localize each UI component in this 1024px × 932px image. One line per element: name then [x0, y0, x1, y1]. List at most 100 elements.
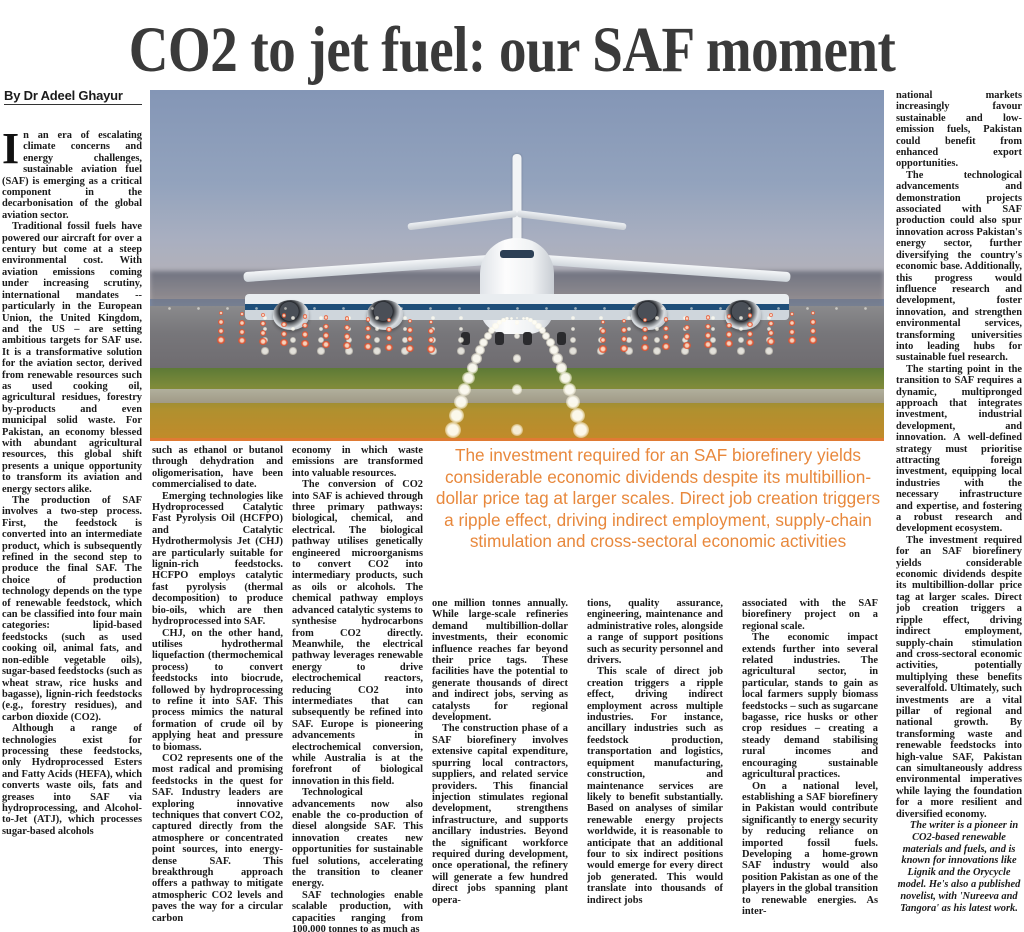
runway-edge-light [218, 310, 224, 316]
runway-edge-light [642, 326, 648, 332]
paragraph: Traditional fossil fuels have powered ou… [2, 221, 142, 495]
approach-light [453, 394, 468, 410]
approach-light [483, 331, 492, 340]
approach-light [431, 316, 435, 320]
runway-edge-light [260, 312, 266, 318]
approach-light [318, 337, 324, 343]
runway-edge-light [788, 328, 796, 336]
runway-edge-light [662, 334, 670, 341]
runway-edge-light [260, 321, 266, 327]
runway-edge-light [768, 321, 774, 327]
approach-light [570, 326, 576, 332]
approach-light [458, 337, 464, 343]
approach-light [317, 347, 325, 355]
runway-edge-light [620, 344, 628, 352]
paragraph: The construction phase of a SAF biorefin… [432, 723, 568, 906]
approach-light [488, 326, 496, 335]
paragraph: CO2 represents one of the most radical a… [152, 752, 283, 924]
approach-light [573, 306, 577, 310]
paragraph: national markets increasingly favour sus… [896, 90, 1022, 170]
approach-light [345, 347, 353, 355]
runway-edge-light [810, 310, 816, 316]
runway-edge-light [343, 333, 351, 340]
paragraph: such as ethanol or butanol through dehyd… [152, 445, 283, 491]
approach-light [625, 347, 633, 355]
runway-edge-light [281, 322, 287, 328]
paragraph: The starting point in the transition to … [896, 363, 1022, 535]
approach-light [458, 326, 464, 332]
runway-edge-light [663, 325, 669, 331]
runway-edge-light [428, 328, 434, 334]
approach-light [374, 337, 380, 343]
approach-light [375, 316, 379, 320]
runway-edge-light [301, 331, 309, 338]
landing-gear-4 [557, 332, 566, 346]
runway-edge-light [427, 345, 435, 353]
runway-edge-light [302, 322, 308, 329]
approach-light [254, 306, 258, 310]
approach-light [290, 337, 296, 343]
approach-light [401, 347, 409, 355]
approach-light [514, 320, 520, 325]
landing-gear-2 [495, 332, 504, 346]
approach-light [709, 347, 717, 355]
approach-light [167, 306, 171, 310]
runway-edge-light [238, 328, 246, 336]
runway-edge-light [641, 335, 649, 342]
approach-light [312, 306, 316, 310]
paragraph: The conversion of CO2 into SAF is achiev… [292, 479, 423, 787]
approach-light [457, 382, 472, 397]
runway-edge-light [725, 331, 733, 338]
approach-light [542, 331, 551, 340]
paragraph: n an era of escalating climate concerns … [2, 130, 142, 221]
article-body: The investment required for an SAF biore… [0, 90, 1024, 932]
approach-light [528, 317, 534, 323]
approach-light [805, 306, 809, 310]
approach-light [681, 347, 689, 355]
runway-edge-light [386, 326, 392, 332]
approach-light [711, 316, 715, 320]
runway-edge-light [364, 342, 372, 350]
runway-edge-light [323, 315, 329, 320]
runway-edge-light [683, 341, 691, 349]
tail-fin [512, 154, 522, 247]
runway-edge-light [322, 332, 330, 339]
approach-light [655, 316, 659, 320]
approach-light [479, 337, 489, 347]
column-5: tions, quality assurance, engineering, m… [587, 598, 723, 932]
approach-light [402, 326, 408, 332]
runway-edge-light [428, 319, 434, 325]
runway-edge-light [621, 318, 627, 324]
approach-light [626, 326, 632, 332]
approach-light [466, 361, 479, 374]
approach-light [291, 316, 295, 320]
approach-light [470, 352, 482, 364]
paragraph: Technological advancements now also enab… [292, 787, 423, 890]
approach-light [524, 316, 529, 321]
paragraph: associated with the SAF biorefinery proj… [742, 598, 878, 632]
runway-edge-light [281, 313, 287, 318]
approach-light [319, 316, 323, 320]
approach-light [747, 306, 751, 310]
approach-light [399, 306, 403, 310]
approach-light [515, 316, 519, 320]
column-2: such as ethanol or butanol through dehyd… [152, 445, 283, 932]
approach-light [548, 344, 559, 355]
approach-light [505, 316, 510, 321]
paragraph: Emerging technologies like Hydroprocesse… [152, 490, 283, 628]
approach-light [710, 326, 716, 332]
approach-light [492, 322, 499, 330]
approach-light [283, 306, 287, 310]
approach-lights [150, 90, 884, 438]
runway-edge-light [726, 314, 732, 319]
approach-light [710, 337, 716, 343]
column-7: national markets increasingly favour sus… [896, 90, 1022, 932]
approach-light [566, 394, 581, 410]
runway-edge-light [406, 335, 414, 343]
column-4: one million tonnes annually. While large… [432, 598, 568, 932]
paragraph: The economic impact extends further into… [742, 632, 878, 781]
approach-light [599, 316, 603, 320]
runway-edge-light [621, 327, 627, 333]
runway-edge-light [280, 339, 288, 347]
